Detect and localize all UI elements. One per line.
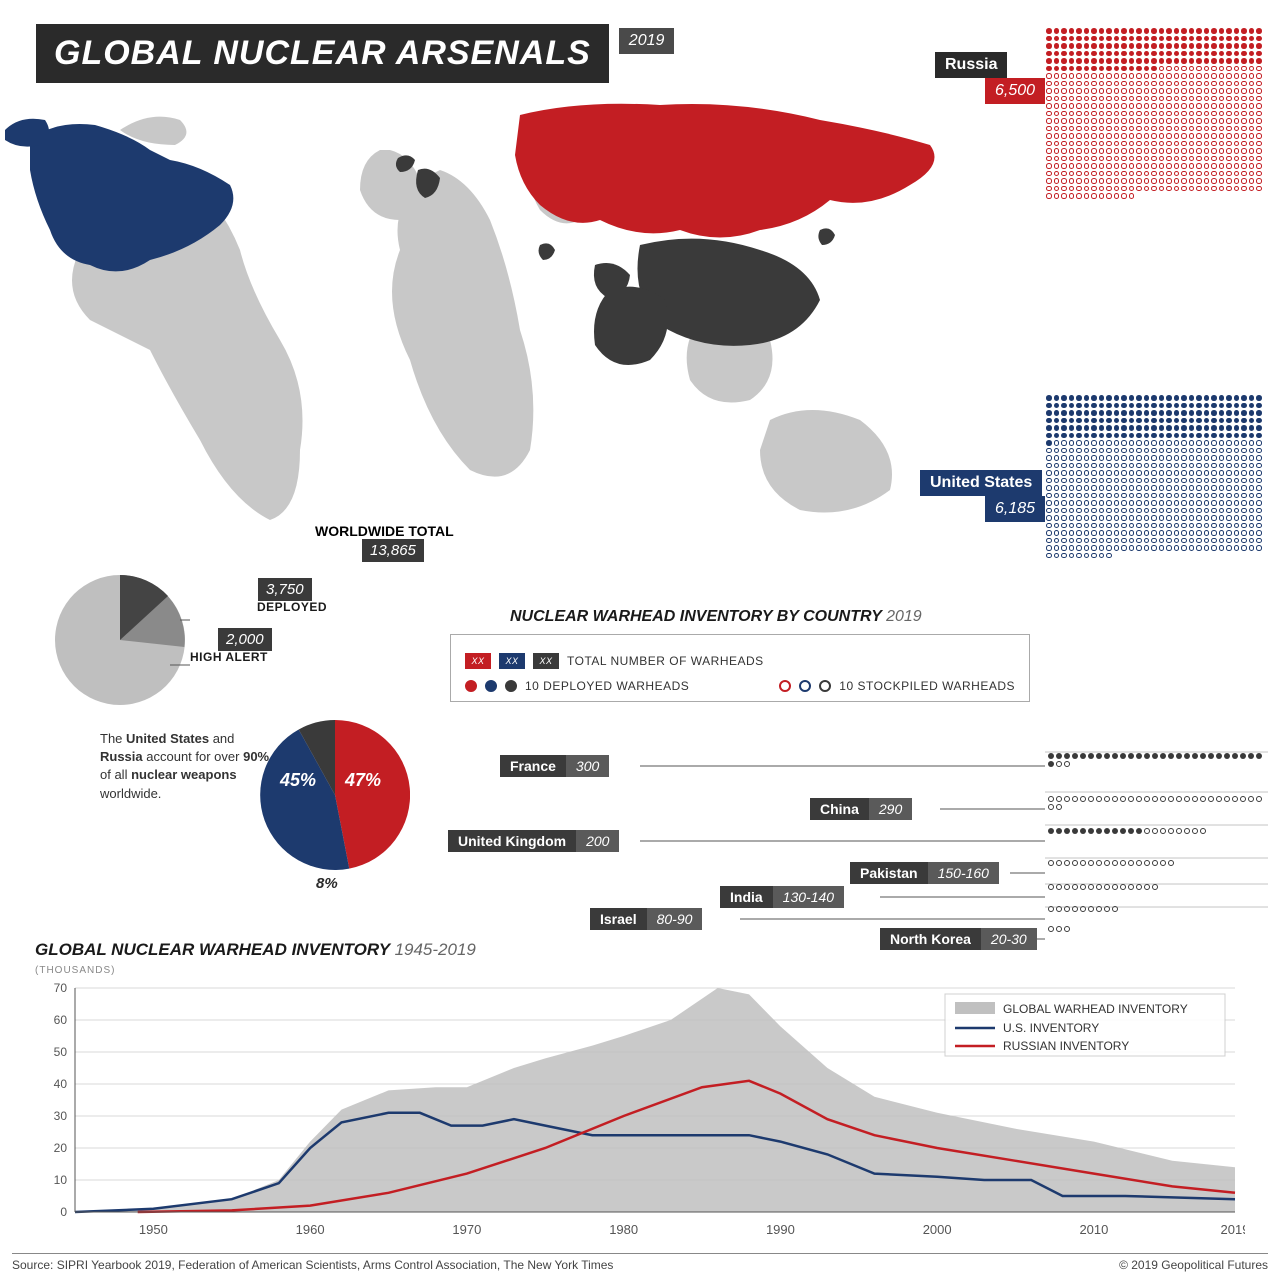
svg-text:20: 20 xyxy=(54,1141,68,1155)
worldwide-deployed: 3,750 xyxy=(258,578,312,601)
country-row-pakistan: Pakistan150-160 xyxy=(850,862,999,884)
ts-chart: 0 10 20 30 40 50 60 70 1950 1960 1970 1980 1990 2000 2… xyxy=(35,982,1245,1242)
russia-name: Russia xyxy=(935,52,1007,78)
legend-total-label: TOTAL NUMBER OF WARHEADS xyxy=(567,654,764,668)
country-row-france: France300 xyxy=(500,755,609,777)
legend-row-total: XX XX XX TOTAL NUMBER OF WARHEADS xyxy=(465,653,1015,669)
svg-text:2019: 2019 xyxy=(1221,1222,1245,1237)
worldwide-total: 13,865 xyxy=(362,542,424,560)
footer: Source: SIPRI Yearbook 2019, Federation … xyxy=(12,1253,1268,1272)
country-row-china: China290 xyxy=(810,798,912,820)
svg-text:2000: 2000 xyxy=(923,1222,952,1237)
usa-total-val: 6,185 xyxy=(985,496,1045,522)
svg-text:40: 40 xyxy=(54,1077,68,1091)
russia-total-val: 6,500 xyxy=(985,78,1045,104)
ts-ylabel: (THOUSANDS) xyxy=(35,965,115,976)
country-row-india: India130-140 xyxy=(720,886,844,908)
ts-title: GLOBAL NUCLEAR WARHEAD INVENTORY xyxy=(35,940,390,959)
usa-dot-grid xyxy=(1046,395,1268,735)
svg-text:60: 60 xyxy=(54,1013,68,1027)
circle-blue-open xyxy=(799,680,811,692)
share-pie xyxy=(260,720,410,870)
svg-text:1950: 1950 xyxy=(139,1222,168,1237)
legend-year: 2019 xyxy=(886,608,922,625)
svg-text:RUSSIAN INVENTORY: RUSSIAN INVENTORY xyxy=(1003,1039,1129,1053)
footer-source: Source: SIPRI Yearbook 2019, Federation … xyxy=(12,1258,613,1272)
svg-text:1970: 1970 xyxy=(452,1222,481,1237)
usa-label: United States xyxy=(920,470,1042,496)
legend-deployed-label: 10 DEPLOYED WARHEADS xyxy=(525,679,689,693)
legend-stockpiled-label: 10 STOCKPILED WARHEADS xyxy=(839,679,1015,693)
svg-text:1990: 1990 xyxy=(766,1222,795,1237)
alert-val: 2,000 xyxy=(218,628,272,651)
worldwide-pie xyxy=(50,570,190,710)
russia-dot-grid xyxy=(1046,28,1268,388)
circle-grey-fill xyxy=(505,680,517,692)
swatch-red: XX xyxy=(465,653,491,669)
svg-text:U.S. INVENTORY: U.S. INVENTORY xyxy=(1003,1021,1099,1035)
svg-text:70: 70 xyxy=(54,982,68,995)
page-title: GLOBAL NUCLEAR ARSENALS xyxy=(36,24,609,83)
inventory-legend: NUCLEAR WARHEAD INVENTORY BY COUNTRY 201… xyxy=(450,608,1030,702)
worldwide-label-text: WORLDWIDE TOTAL xyxy=(315,523,454,539)
swatch-grey: XX xyxy=(533,653,559,669)
share-caption: The United States and Russia account for… xyxy=(100,730,270,803)
svg-text:2010: 2010 xyxy=(1079,1222,1108,1237)
usa-total: 6,185 xyxy=(985,496,1045,522)
share-other-pct: 8% xyxy=(316,875,338,892)
svg-text:GLOBAL WARHEAD INVENTORY: GLOBAL WARHEAD INVENTORY xyxy=(1003,1002,1188,1016)
country-row-israel: Israel80-90 xyxy=(590,908,702,930)
worldwide-total-val: 13,865 xyxy=(362,539,424,562)
deployed-val: 3,750 xyxy=(258,578,312,601)
title-block: GLOBAL NUCLEAR ARSENALS 2019 xyxy=(36,24,674,83)
share-russia-pct: 47% xyxy=(345,770,381,791)
usa-name: United States xyxy=(920,470,1042,496)
alert-label: HIGH ALERT xyxy=(190,650,268,664)
svg-text:30: 30 xyxy=(54,1109,68,1123)
svg-text:1960: 1960 xyxy=(296,1222,325,1237)
circle-grey-open xyxy=(819,680,831,692)
share-usa-pct: 45% xyxy=(280,770,316,791)
russia-label: Russia xyxy=(935,52,1007,78)
legend-row-deployed: 10 DEPLOYED WARHEADS 10 STOCKPILED WARHE… xyxy=(465,679,1015,693)
svg-text:10: 10 xyxy=(54,1173,68,1187)
legend-title: NUCLEAR WARHEAD INVENTORY BY COUNTRY xyxy=(510,608,882,625)
timeseries: GLOBAL NUCLEAR WARHEAD INVENTORY 1945-20… xyxy=(35,940,1245,1240)
country-row-united-kingdom: United Kingdom200 xyxy=(448,830,619,852)
deployed-label: DEPLOYED xyxy=(257,600,327,614)
ts-year-range: 1945-2019 xyxy=(395,940,476,959)
world-map xyxy=(0,90,1020,560)
map-russia xyxy=(515,104,935,238)
circle-red-open xyxy=(779,680,791,692)
worldwide-label: WORLDWIDE TOTAL xyxy=(315,523,454,539)
worldwide-alert: 2,000 xyxy=(218,628,272,651)
svg-text:50: 50 xyxy=(54,1045,68,1059)
russia-total: 6,500 xyxy=(985,78,1045,104)
svg-text:0: 0 xyxy=(60,1205,67,1219)
circle-blue-fill xyxy=(485,680,497,692)
title-year: 2019 xyxy=(619,28,675,54)
circle-red-fill xyxy=(465,680,477,692)
footer-copyright: © 2019 Geopolitical Futures xyxy=(1119,1258,1268,1272)
swatch-blue: XX xyxy=(499,653,525,669)
svg-text:1980: 1980 xyxy=(609,1222,638,1237)
